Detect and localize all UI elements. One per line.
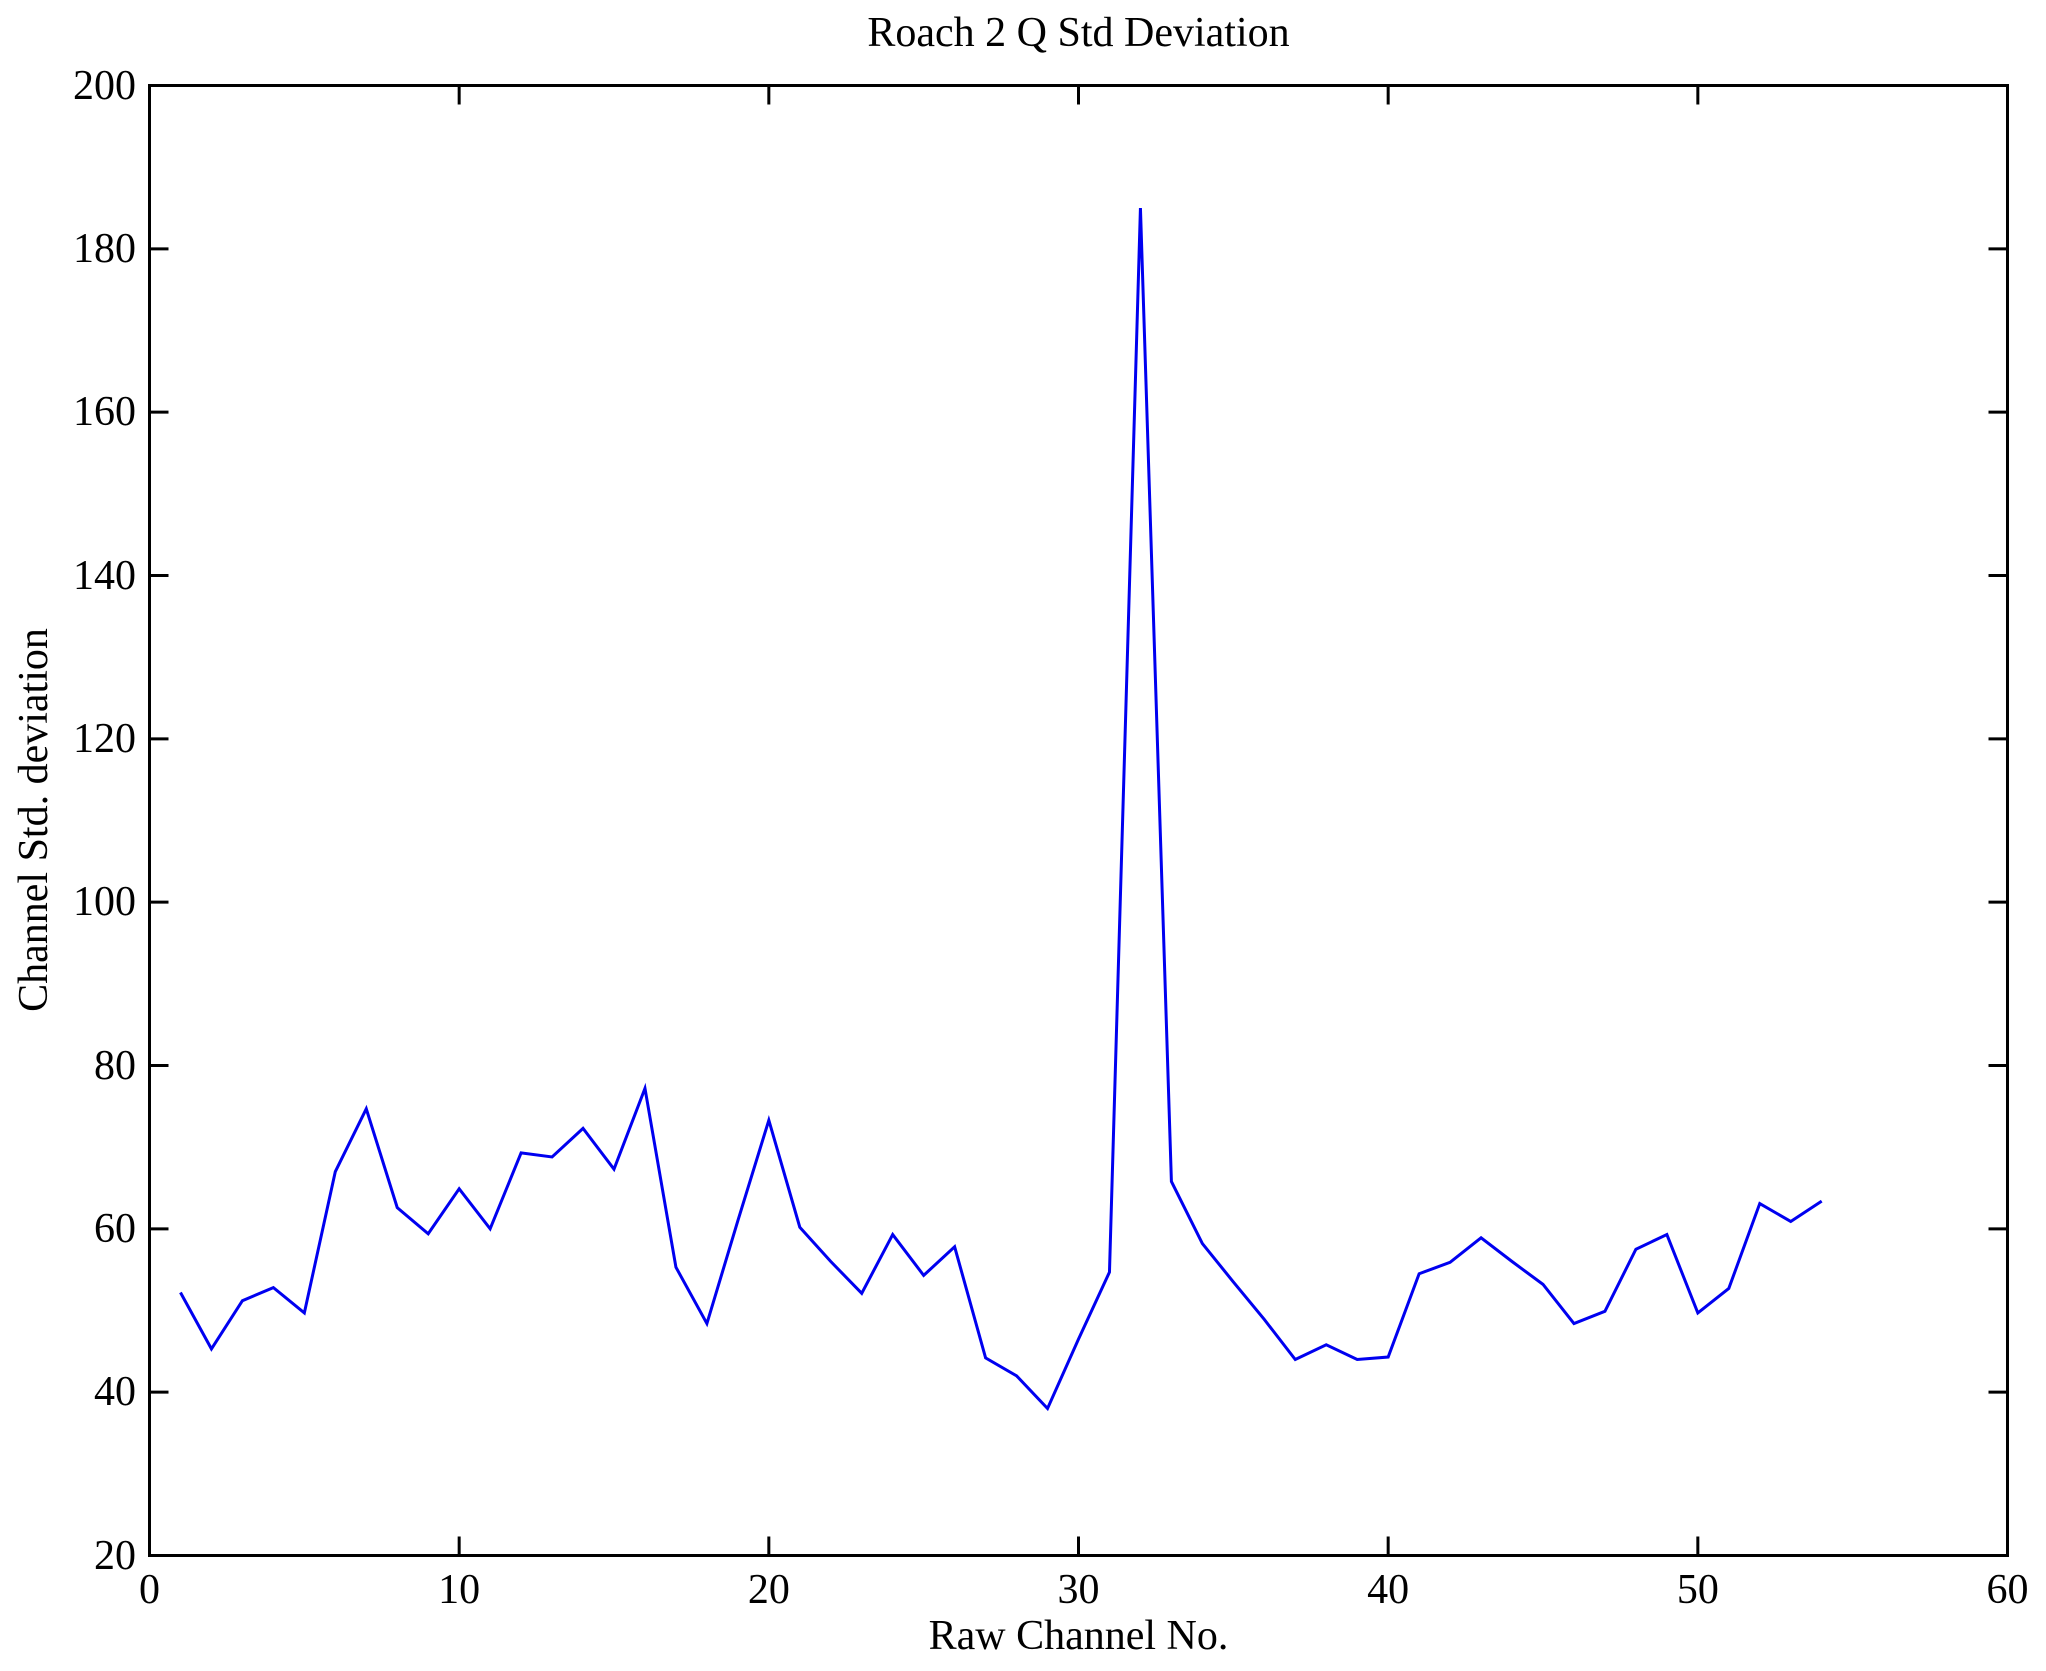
- x-tick-label: 10: [438, 1567, 481, 1613]
- y-tick-label: 20: [94, 1532, 136, 1579]
- x-tick-label: 20: [747, 1567, 790, 1613]
- y-tick-label: 60: [94, 1205, 136, 1252]
- y-tick-label: 160: [73, 389, 136, 436]
- axes-box: [148, 84, 2009, 1557]
- x-axis-label: Raw Channel No.: [928, 1613, 1229, 1659]
- data-line: [179, 207, 1823, 1412]
- plot-svg: [148, 84, 2009, 1557]
- x-tick-label: 0: [139, 1567, 160, 1613]
- y-tick-label: 120: [73, 715, 136, 762]
- x-tick-label: 60: [1986, 1567, 2029, 1613]
- chart-title: Roach 2 Q Std Deviation: [867, 10, 1290, 56]
- y-tick-label: 80: [94, 1042, 136, 1089]
- x-tick-label: 50: [1676, 1567, 1719, 1613]
- y-tick-label: 40: [94, 1369, 136, 1416]
- y-tick-label: 100: [73, 879, 136, 926]
- y-tick-label: 200: [73, 62, 136, 109]
- y-tick-label: 140: [73, 552, 136, 599]
- x-tick-label: 40: [1367, 1567, 1410, 1613]
- y-axis-label: Channel Std. deviation: [11, 628, 57, 1012]
- y-tick-label: 180: [73, 225, 136, 272]
- x-tick-label: 30: [1057, 1567, 1100, 1613]
